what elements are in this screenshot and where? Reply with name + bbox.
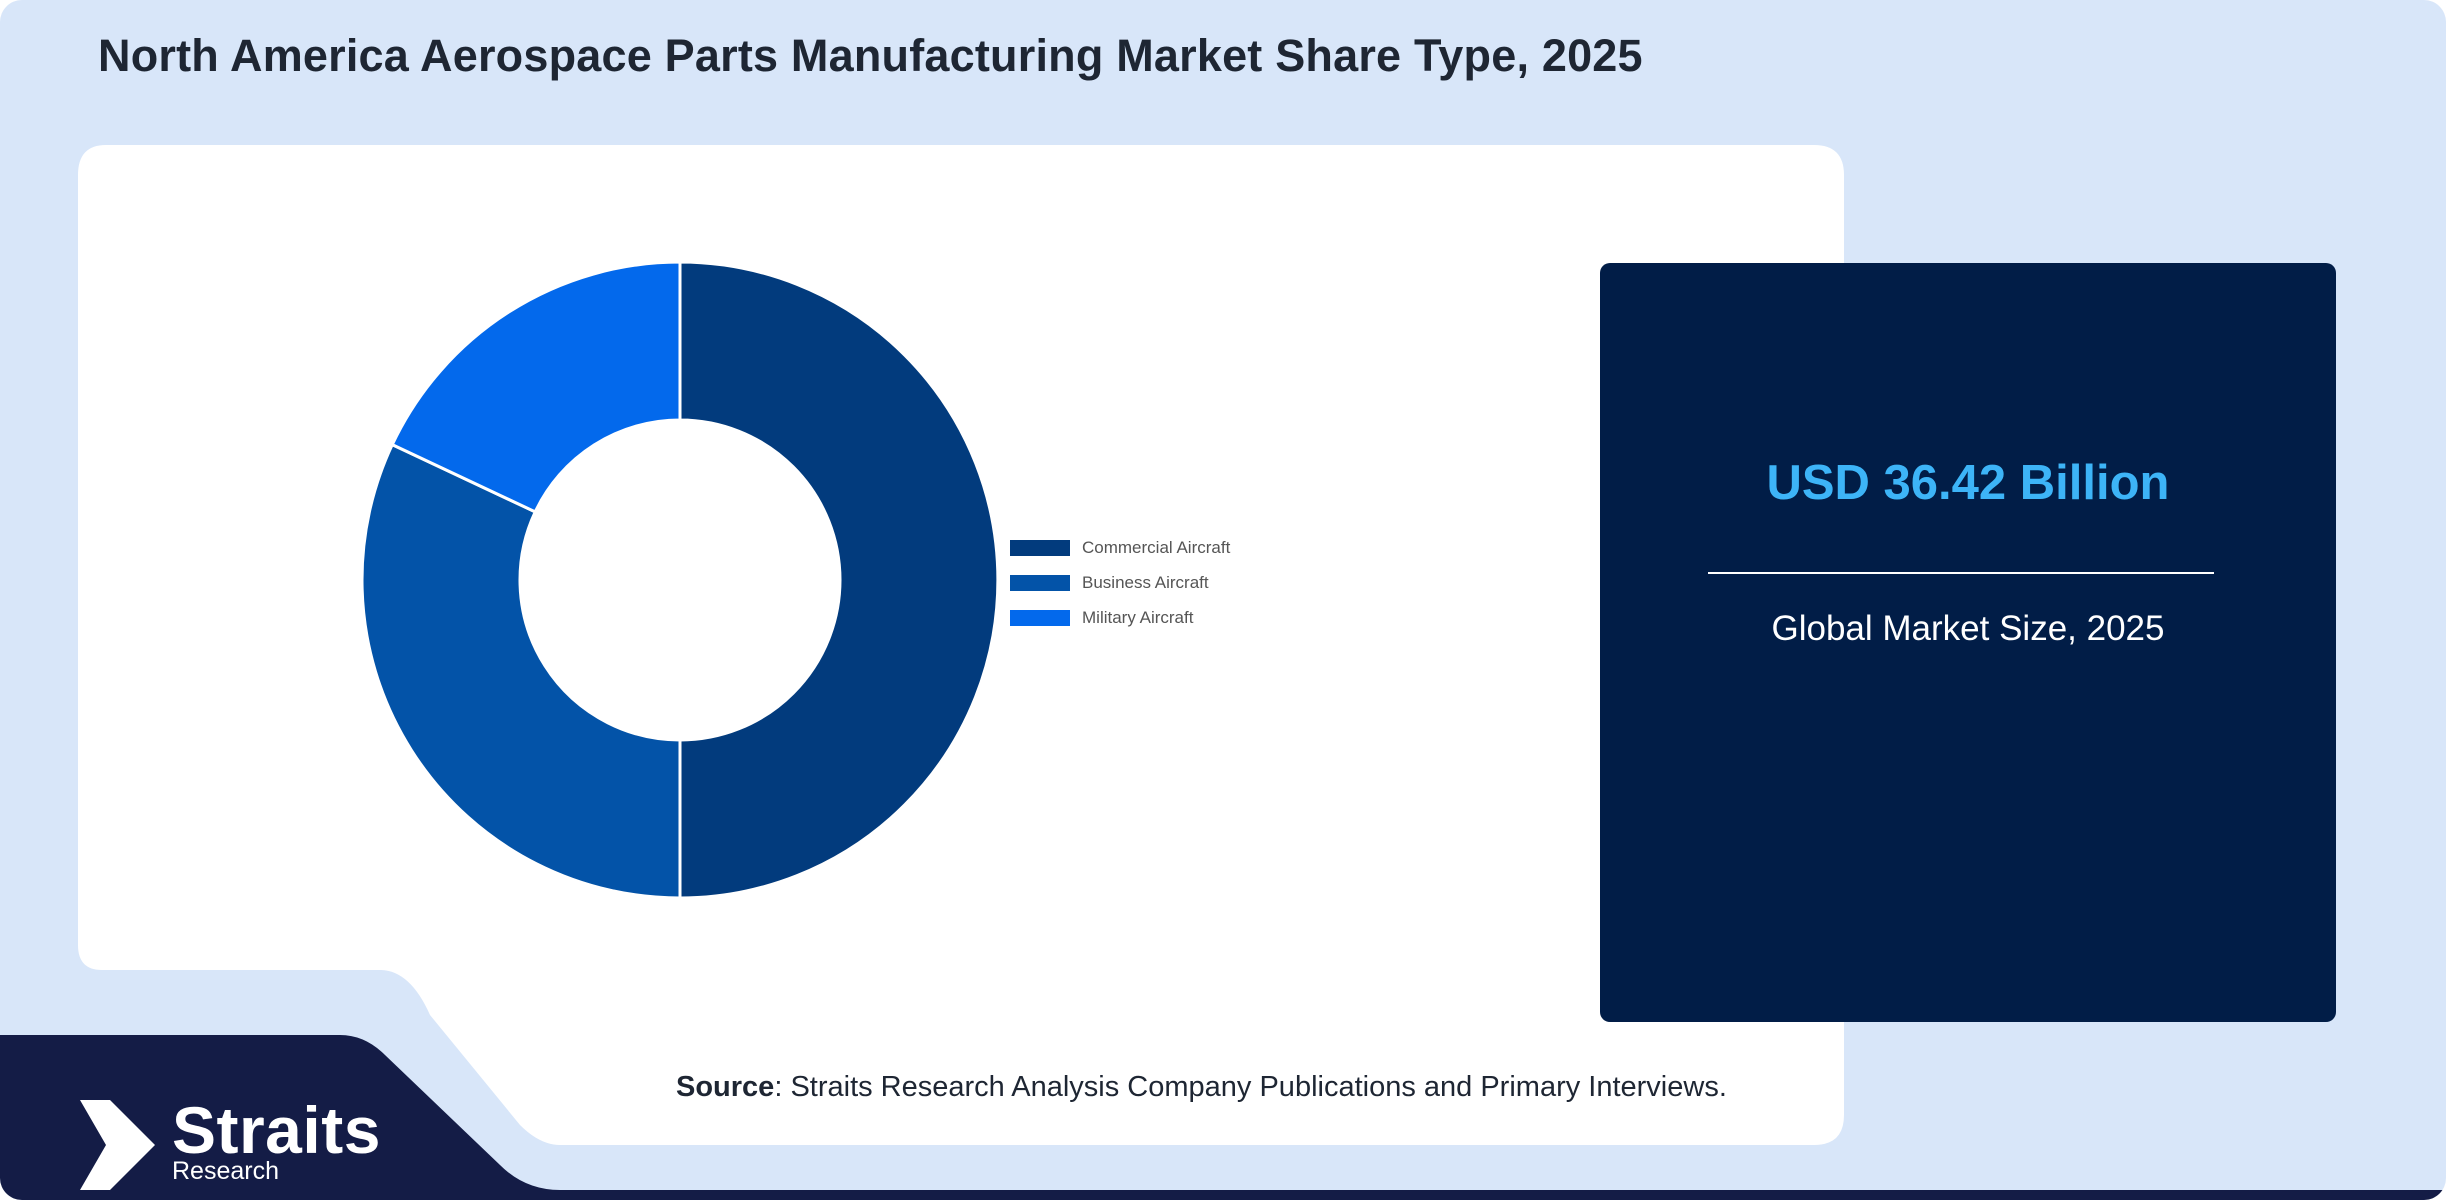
donut-chart — [360, 260, 1000, 900]
donut-slice-business-aircraft — [360, 442, 682, 900]
source-note: Source: Straits Research Analysis Compan… — [676, 1071, 1727, 1104]
legend-item: Business Aircraft — [1010, 565, 1230, 600]
market-size-card: USD 36.42 Billion Global Market Size, 20… — [1600, 263, 2336, 1022]
brand-strip — [0, 1035, 2446, 1200]
straits-logo-icon — [80, 1100, 155, 1190]
market-size-value: USD 36.42 Billion — [1766, 456, 2170, 510]
card-divider — [1708, 572, 2214, 574]
legend-swatch — [1010, 539, 1070, 556]
market-size-caption: Global Market Size, 2025 — [1771, 609, 2165, 648]
source-text: : Straits Research Analysis Company Publ… — [774, 1071, 1727, 1103]
brand-name: Straits — [172, 1093, 381, 1167]
legend-item: Commercial Aircraft — [1010, 530, 1230, 565]
legend-item: Military Aircraft — [1010, 600, 1230, 635]
page-title: North America Aerospace Parts Manufactur… — [98, 30, 1643, 81]
donut-slice-military-aircraft — [390, 260, 682, 514]
donut-slice-commercial-aircraft — [678, 260, 1000, 900]
brand-subtitle: Research — [172, 1157, 279, 1185]
legend-label: Military Aircraft — [1082, 607, 1194, 627]
legend-label: Business Aircraft — [1082, 572, 1209, 592]
legend-swatch — [1010, 609, 1070, 626]
chart-legend: Commercial Aircraft Business Aircraft Mili… — [1010, 530, 1230, 635]
legend-swatch — [1010, 574, 1070, 591]
legend-label: Commercial Aircraft — [1082, 537, 1231, 557]
source-label: Source — [676, 1071, 775, 1103]
